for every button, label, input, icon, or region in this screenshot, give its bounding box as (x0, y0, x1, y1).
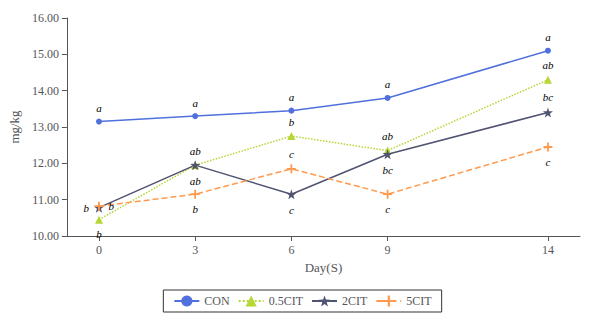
svg-text:a: a (545, 31, 551, 43)
svg-text:Day(S): Day(S) (305, 260, 343, 275)
svg-text:a: a (289, 91, 295, 103)
svg-text:c: c (545, 156, 550, 168)
svg-text:10.00: 10.00 (32, 229, 59, 243)
svg-text:14: 14 (542, 243, 554, 257)
svg-text:9: 9 (385, 243, 391, 257)
svg-text:b: b (192, 203, 198, 215)
svg-text:5CIT: 5CIT (406, 294, 432, 308)
svg-text:16.00: 16.00 (32, 11, 59, 25)
svg-text:0.5CIT: 0.5CIT (269, 294, 304, 308)
svg-text:bc: bc (543, 91, 554, 103)
svg-text:c: c (289, 204, 294, 216)
svg-text:ab: ab (190, 145, 202, 157)
svg-text:b: b (96, 228, 102, 240)
svg-text:13.00: 13.00 (32, 120, 59, 134)
svg-text:bc: bc (382, 164, 393, 176)
svg-text:0: 0 (96, 243, 102, 257)
svg-text:b: b (108, 200, 114, 212)
svg-text:c: c (385, 203, 390, 215)
svg-text:14.00: 14.00 (32, 84, 59, 98)
svg-text:c: c (289, 148, 294, 160)
svg-text:2CIT: 2CIT (342, 294, 368, 308)
svg-text:6: 6 (288, 243, 294, 257)
svg-text:a: a (192, 97, 198, 109)
svg-text:b: b (83, 202, 89, 214)
svg-text:a: a (385, 78, 391, 90)
svg-text:ab: ab (190, 175, 202, 187)
svg-text:CON: CON (204, 294, 230, 308)
svg-text:12.00: 12.00 (32, 156, 59, 170)
svg-text:3: 3 (192, 243, 198, 257)
svg-text:b: b (289, 116, 295, 128)
svg-text:ab: ab (382, 130, 394, 142)
svg-text:ab: ab (542, 59, 554, 71)
svg-text:a: a (96, 102, 102, 114)
svg-text:15.00: 15.00 (32, 47, 59, 61)
svg-text:mg/kg: mg/kg (7, 110, 22, 144)
svg-text:11.00: 11.00 (32, 193, 59, 207)
